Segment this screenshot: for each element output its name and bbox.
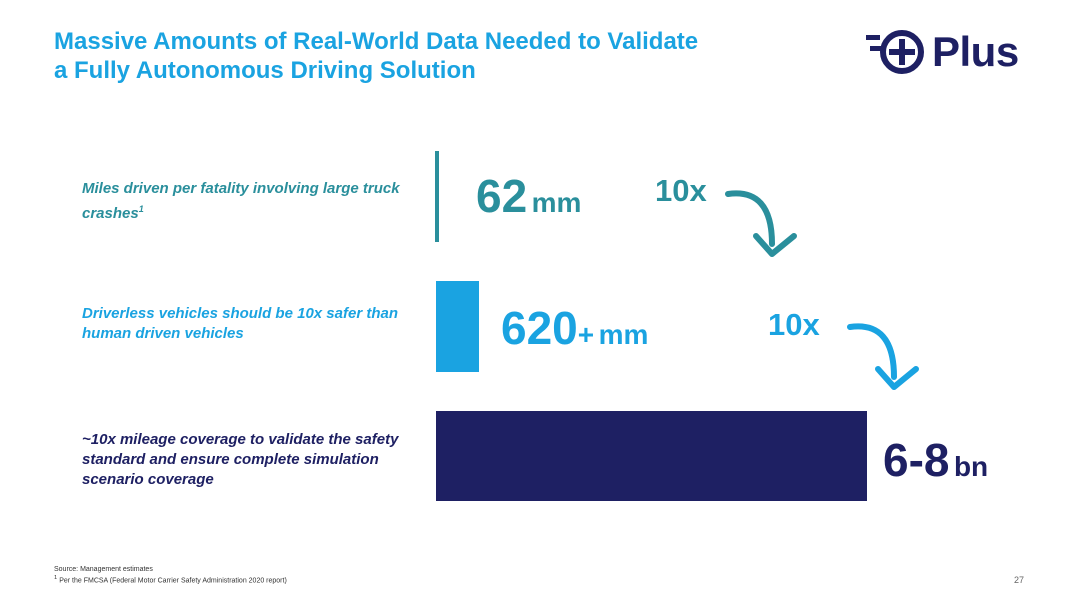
value-mileage-unit: bn	[953, 451, 989, 482]
value-mileage: 6-8 bn	[883, 437, 988, 483]
footer-notes: Source: Management estimates 1 Per the F…	[54, 565, 287, 585]
value-fatality: 62 mm	[476, 173, 581, 219]
value-driverless-unit: mm	[598, 319, 649, 350]
footnote-text: Per the FMCSA (Federal Motor Carrier Saf…	[59, 577, 287, 585]
value-driverless-suffix: +	[577, 319, 595, 350]
footnote: 1 Per the FMCSA (Federal Motor Carrier S…	[54, 574, 287, 585]
plus-logo: Plus	[864, 24, 1034, 80]
value-mileage-number: 6-8	[883, 434, 950, 486]
value-fatality-unit: mm	[531, 187, 582, 218]
value-driverless: 620+ mm	[501, 305, 648, 351]
curved-arrow-icon	[847, 323, 919, 390]
value-fatality-number: 62	[476, 170, 528, 222]
row-label-fatality-text: Miles driven per fatality involving larg…	[82, 180, 400, 222]
page-number: 27	[1014, 575, 1025, 585]
row-label-fatality: Miles driven per fatality involving larg…	[82, 179, 402, 224]
title-line-2: a Fully Autonomous Driving Solution	[54, 57, 476, 84]
multiplier-1: 10x	[655, 173, 707, 208]
page-title: Massive Amounts of Real-World Data Neede…	[54, 27, 814, 85]
logo-text: Plus	[932, 28, 1019, 75]
footnote-marker: 1	[138, 204, 144, 214]
multiplier-2: 10x	[768, 307, 820, 342]
bar-driverless	[436, 281, 479, 372]
footnote-mark: 1	[54, 575, 58, 581]
curved-arrow-icon	[725, 190, 797, 257]
bar-mileage	[436, 411, 867, 501]
value-driverless-number: 620	[501, 302, 578, 354]
plus-logo-icon	[866, 30, 924, 74]
source-note: Source: Management estimates	[54, 566, 153, 573]
row-label-mileage: ~10x mileage coverage to validate the sa…	[82, 431, 399, 488]
title-line-1: Massive Amounts of Real-World Data Neede…	[54, 28, 699, 55]
row-label-driverless: Driverless vehicles should be 10x safer …	[82, 305, 398, 342]
bar-fatality	[435, 151, 439, 242]
